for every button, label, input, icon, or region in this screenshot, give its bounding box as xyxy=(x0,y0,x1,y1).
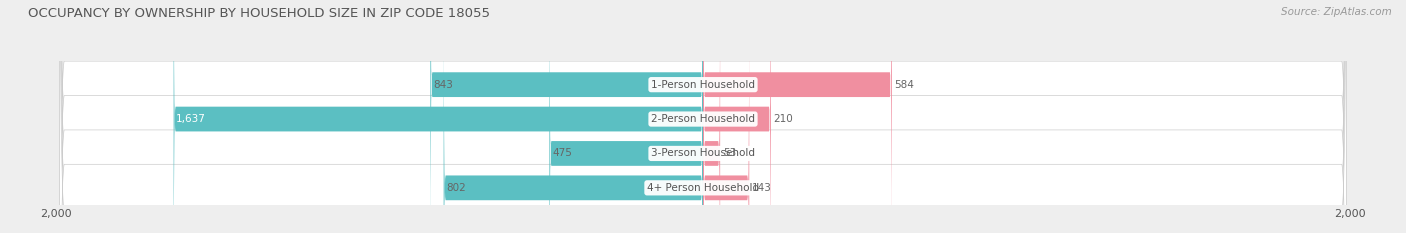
FancyBboxPatch shape xyxy=(59,0,1347,233)
FancyBboxPatch shape xyxy=(703,0,770,233)
Text: Source: ZipAtlas.com: Source: ZipAtlas.com xyxy=(1281,7,1392,17)
FancyBboxPatch shape xyxy=(703,0,720,233)
FancyBboxPatch shape xyxy=(173,0,703,233)
FancyBboxPatch shape xyxy=(703,0,749,233)
Text: 475: 475 xyxy=(553,148,572,158)
FancyBboxPatch shape xyxy=(550,0,703,233)
Text: 1,637: 1,637 xyxy=(176,114,207,124)
Text: 843: 843 xyxy=(433,80,453,90)
Text: 210: 210 xyxy=(773,114,793,124)
Text: 3-Person Household: 3-Person Household xyxy=(651,148,755,158)
Text: 143: 143 xyxy=(752,183,772,193)
Text: 2-Person Household: 2-Person Household xyxy=(651,114,755,124)
Text: 1-Person Household: 1-Person Household xyxy=(651,80,755,90)
Text: OCCUPANCY BY OWNERSHIP BY HOUSEHOLD SIZE IN ZIP CODE 18055: OCCUPANCY BY OWNERSHIP BY HOUSEHOLD SIZE… xyxy=(28,7,491,20)
Text: 53: 53 xyxy=(723,148,735,158)
Text: 584: 584 xyxy=(894,80,914,90)
Text: 802: 802 xyxy=(446,183,465,193)
FancyBboxPatch shape xyxy=(430,0,703,233)
FancyBboxPatch shape xyxy=(703,0,891,233)
Text: 4+ Person Household: 4+ Person Household xyxy=(647,183,759,193)
FancyBboxPatch shape xyxy=(59,0,1347,233)
FancyBboxPatch shape xyxy=(59,0,1347,233)
FancyBboxPatch shape xyxy=(59,0,1347,233)
FancyBboxPatch shape xyxy=(444,0,703,233)
